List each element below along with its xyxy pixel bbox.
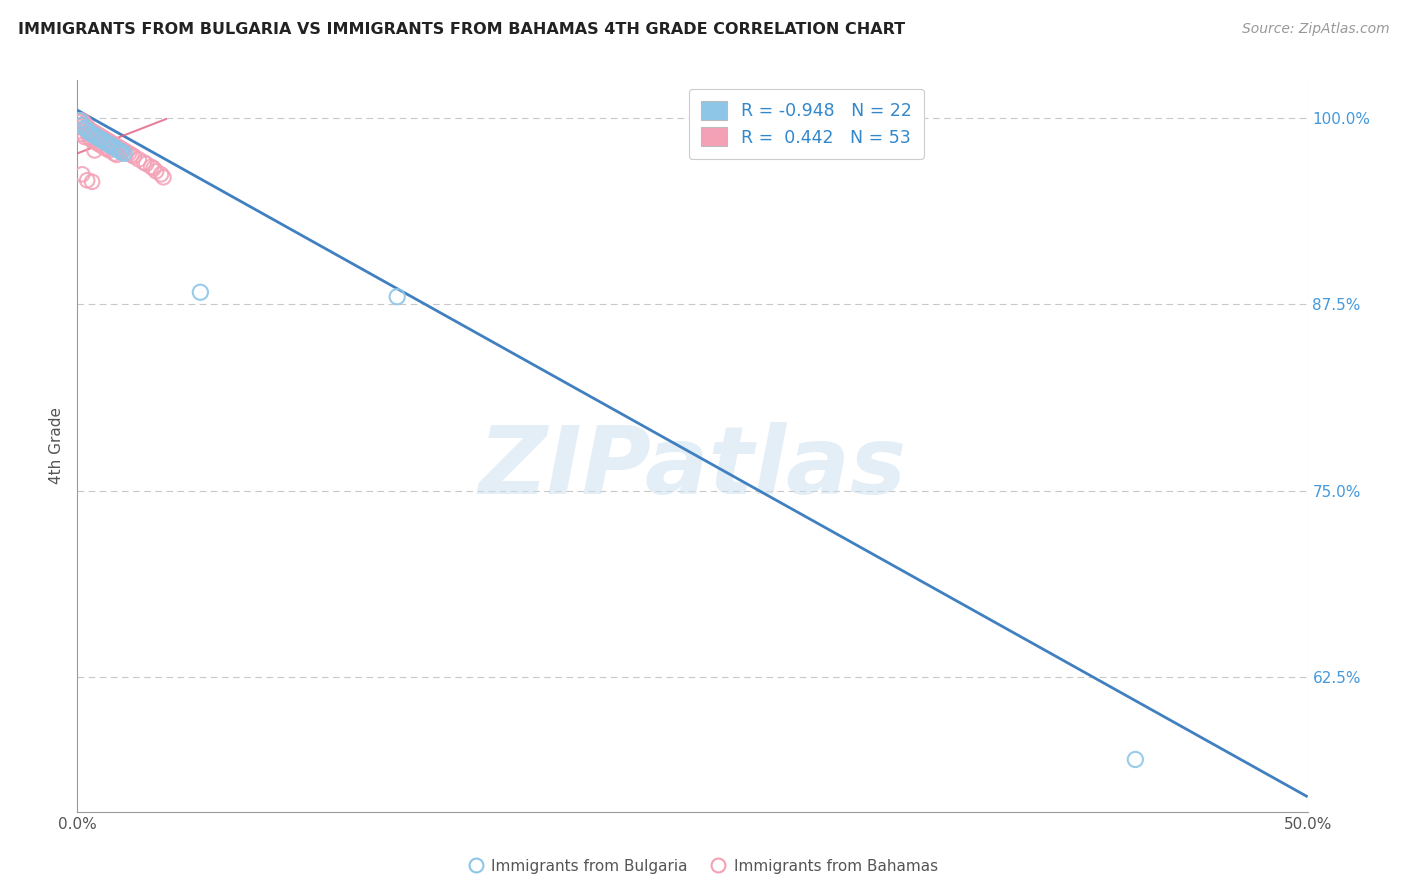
Point <box>132 155 155 169</box>
Point <box>105 148 128 162</box>
Point <box>82 133 104 147</box>
Point <box>90 130 114 145</box>
Point <box>82 124 104 138</box>
Y-axis label: 4th Grade: 4th Grade <box>49 408 65 484</box>
Point <box>69 115 91 129</box>
Point <box>79 126 101 140</box>
Point <box>111 142 132 156</box>
Point <box>101 136 124 150</box>
Point <box>70 127 93 141</box>
Point <box>103 137 125 152</box>
Point <box>83 128 105 143</box>
Text: ZIPatlas: ZIPatlas <box>478 422 907 514</box>
Point <box>89 131 111 145</box>
Point <box>76 122 98 136</box>
Point <box>73 121 96 136</box>
Point <box>122 149 145 163</box>
Point <box>70 113 93 128</box>
Point <box>1125 752 1147 766</box>
Point <box>86 136 108 150</box>
Point <box>79 122 101 136</box>
Point <box>76 126 98 140</box>
Point <box>108 140 131 154</box>
Point <box>76 120 98 134</box>
Point <box>70 118 93 132</box>
Point <box>76 173 98 187</box>
Point <box>112 144 135 158</box>
Point <box>69 120 91 134</box>
Point <box>82 127 104 141</box>
Point <box>73 121 96 136</box>
Point <box>93 135 115 149</box>
Point <box>73 117 96 131</box>
Point <box>89 128 111 143</box>
Point <box>98 137 121 152</box>
Point <box>96 136 118 150</box>
Point <box>82 175 104 189</box>
Point <box>98 135 121 149</box>
Point <box>105 142 128 156</box>
Point <box>69 124 91 138</box>
Point <box>103 140 125 154</box>
Point <box>150 167 173 181</box>
Point <box>70 167 93 181</box>
Point <box>142 161 165 176</box>
Point <box>135 157 157 171</box>
Point <box>93 131 115 145</box>
Point <box>190 285 212 300</box>
Point <box>111 145 132 159</box>
Point <box>70 118 93 132</box>
Point <box>152 170 174 185</box>
Point <box>83 135 105 149</box>
Point <box>98 144 121 158</box>
Point <box>93 140 115 154</box>
Legend: Immigrants from Bulgaria, Immigrants from Bahamas: Immigrants from Bulgaria, Immigrants fro… <box>463 853 943 880</box>
Legend: R = -0.948   N = 22, R =  0.442   N = 53: R = -0.948 N = 22, R = 0.442 N = 53 <box>689 89 924 159</box>
Point <box>118 146 141 161</box>
Point <box>108 144 131 158</box>
Point <box>145 164 167 178</box>
Point <box>79 131 101 145</box>
Point <box>112 146 135 161</box>
Text: IMMIGRANTS FROM BULGARIA VS IMMIGRANTS FROM BAHAMAS 4TH GRADE CORRELATION CHART: IMMIGRANTS FROM BULGARIA VS IMMIGRANTS F… <box>18 22 905 37</box>
Point <box>105 139 128 153</box>
Point <box>128 153 150 167</box>
Point <box>83 126 105 140</box>
Point <box>121 148 143 162</box>
Point <box>96 133 118 147</box>
Point <box>86 130 108 145</box>
Point <box>103 146 125 161</box>
Point <box>115 145 138 159</box>
Point <box>96 142 118 156</box>
Point <box>90 139 114 153</box>
Point <box>69 113 91 128</box>
Point <box>141 160 163 174</box>
Point <box>86 127 108 141</box>
Point <box>90 133 114 147</box>
Text: Source: ZipAtlas.com: Source: ZipAtlas.com <box>1241 22 1389 37</box>
Point <box>89 137 111 152</box>
Point <box>101 139 124 153</box>
Point <box>83 144 105 158</box>
Point <box>387 290 409 304</box>
Point <box>73 130 96 145</box>
